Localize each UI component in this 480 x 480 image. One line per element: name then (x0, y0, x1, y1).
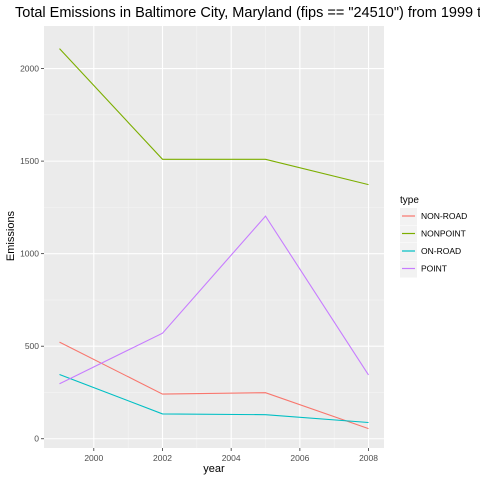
x-tick-label: 2008 (359, 453, 378, 463)
x-tick-label: 2002 (153, 453, 172, 463)
chart-title: Total Emissions in Baltimore City, Maryl… (15, 5, 480, 21)
plot-panel (44, 26, 384, 448)
y-axis-title: Emissions (5, 210, 17, 261)
series-line-on-road (59, 373, 369, 424)
legend: type NON-ROAD NONPOINT ON-ROAD POINT (400, 195, 467, 278)
x-axis-title: year (203, 463, 225, 475)
series-line-point (59, 215, 369, 385)
grid-major (44, 26, 384, 448)
legend-label-on-road: ON-ROAD (421, 246, 461, 256)
y-tick-label: 1000 (20, 249, 39, 259)
legend-title: type (400, 195, 419, 206)
legend-label-point: POINT (421, 264, 447, 274)
y-axis: 0 500 1000 1500 2000 (20, 64, 44, 444)
y-tick-label: 500 (25, 341, 39, 351)
series-line-non-road (59, 341, 369, 430)
x-axis: 2000 2002 2004 2006 2008 (84, 448, 378, 463)
series-line-nonpoint (59, 48, 369, 186)
x-tick-label: 2000 (84, 453, 103, 463)
legend-label-nonpoint: NONPOINT (421, 229, 466, 239)
legend-label-non-road: NON-ROAD (421, 211, 467, 221)
grid-minor (44, 26, 384, 448)
y-tick-label: 0 (34, 434, 39, 444)
y-tick-label: 2000 (20, 64, 39, 74)
x-tick-label: 2004 (222, 453, 241, 463)
x-tick-label: 2006 (290, 453, 309, 463)
y-tick-label: 1500 (20, 156, 39, 166)
series-lines (59, 48, 369, 430)
